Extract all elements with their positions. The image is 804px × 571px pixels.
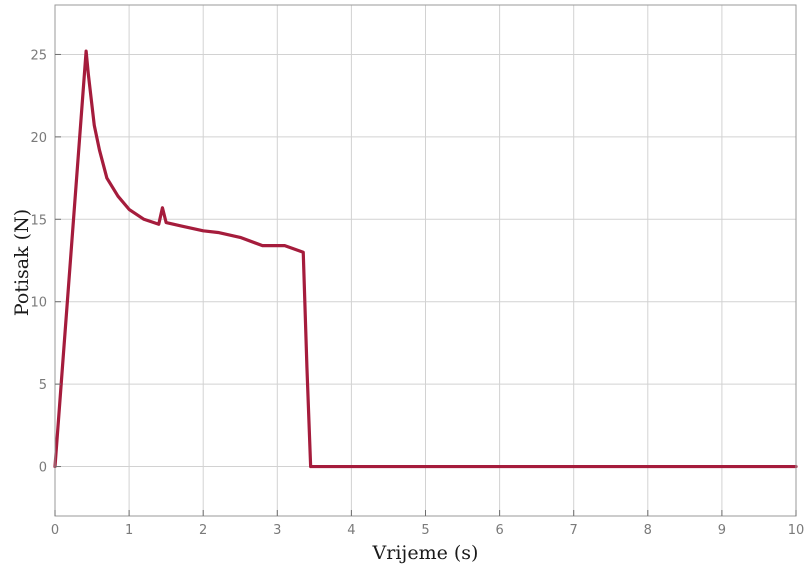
- x-tick-label: 1: [125, 523, 133, 538]
- x-tick-label: 3: [273, 523, 281, 538]
- x-axis-title: Vrijeme (s): [372, 542, 479, 564]
- series-layer: [53, 49, 798, 469]
- x-tick-label: 8: [644, 523, 652, 538]
- y-tick-label: 25: [30, 48, 47, 63]
- x-tick-label: 6: [495, 523, 503, 538]
- y-tick-label: 0: [39, 461, 47, 476]
- x-tick-label: 5: [421, 523, 429, 538]
- y-tick-label: 15: [30, 213, 47, 228]
- x-tick-label: 2: [199, 523, 207, 538]
- x-tick-labels: 0 1 2 3 4 5 6 7 8 9 10: [51, 523, 804, 538]
- y-tick-label: 5: [39, 378, 47, 393]
- y-axis-title: Potisak (N): [11, 209, 33, 316]
- x-tick-label: 7: [570, 523, 578, 538]
- x-tick-label: 9: [718, 523, 726, 538]
- x-tick-label: 4: [347, 523, 355, 538]
- y-tick-label: 20: [30, 131, 47, 146]
- x-tick-label: 10: [788, 523, 804, 538]
- y-tick-label: 10: [30, 296, 47, 311]
- tick-marks: [54, 53, 797, 516]
- y-tick-labels: 0 5 10 15 20 25: [30, 48, 47, 475]
- x-tick-label: 0: [51, 523, 59, 538]
- thrust-series-line: [53, 49, 798, 469]
